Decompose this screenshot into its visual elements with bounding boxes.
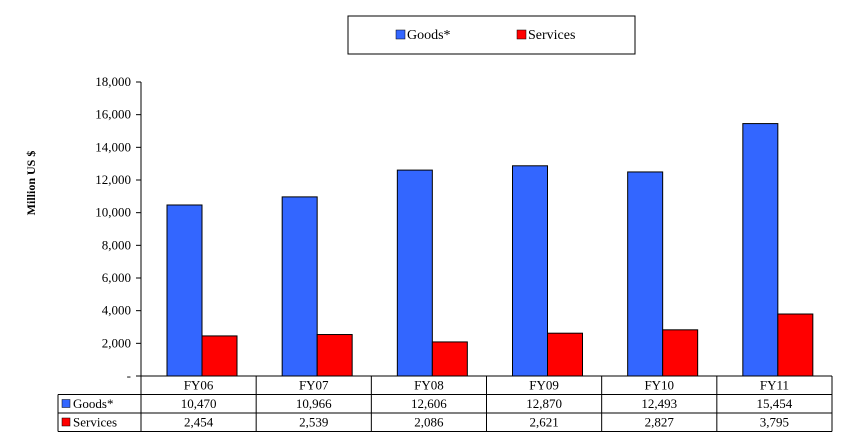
goods-bar (166, 204, 203, 377)
table-value: 12,606 (411, 396, 447, 411)
table-value: 2,827 (645, 415, 675, 430)
goods-bar (396, 169, 433, 377)
y-tick-label: 10,000 (95, 205, 131, 220)
table-series-name: Services (73, 415, 117, 430)
services-bar (431, 341, 468, 377)
data-table: FY06 FY07 FY08 FY09 FY10 FY11 Goods* 10,470 10,9… (57, 375, 833, 432)
services-bar (777, 313, 814, 377)
table-value: 3,795 (760, 415, 789, 430)
table-series-name: Goods* (73, 396, 113, 411)
goods-bar (512, 165, 548, 377)
table-legend-key (61, 417, 71, 427)
table-value: 12,870 (526, 396, 562, 411)
y-tick-label: 8,000 (102, 237, 131, 252)
table-value: 10,470 (181, 396, 217, 411)
y-tick-label: 18,000 (95, 74, 131, 89)
services-bar (316, 334, 353, 377)
y-tick-label: 16,000 (95, 107, 131, 122)
legend-label: Goods* (407, 28, 451, 43)
services-bar (201, 335, 238, 377)
x-tick-label: FY10 (644, 378, 674, 393)
goods-bar (627, 171, 664, 377)
services-bar (662, 329, 699, 377)
legend-label: Services (528, 28, 575, 43)
y-tick-label: 14,000 (95, 139, 131, 154)
x-tick-label: FY07 (299, 378, 329, 393)
table-value: 15,454 (757, 396, 793, 411)
table-value: 12,493 (641, 396, 677, 411)
y-tick-label: 12,000 (95, 172, 131, 187)
table-value: 2,621 (529, 415, 558, 430)
y-tick-label: 4,000 (102, 303, 131, 318)
y-axis-title: Million US $ (24, 151, 38, 216)
x-tick-label: FY06 (184, 378, 214, 393)
legend-box (347, 15, 636, 55)
x-tick-label: FY08 (414, 378, 444, 393)
bars (166, 123, 814, 377)
table-value: 2,454 (184, 415, 214, 430)
services-bar (547, 332, 583, 377)
table-value: 2,539 (299, 415, 328, 430)
y-axis: - 2,000 4,000 6,000 8,000 10,000 12,000 14,000 1… (95, 74, 142, 383)
y-tick-label: - (127, 368, 131, 383)
legend: Goods* Services (347, 15, 636, 55)
table-value: 10,966 (296, 396, 332, 411)
goods-bar (742, 123, 779, 377)
table-value: 2,086 (414, 415, 444, 430)
legend-swatch (395, 29, 406, 40)
x-tick-label: FY11 (760, 378, 789, 393)
table-legend-key (61, 399, 71, 408)
y-tick-label: 6,000 (102, 270, 131, 285)
legend-swatch (516, 29, 527, 40)
goods-bar (281, 196, 318, 377)
y-tick-label: 2,000 (102, 335, 131, 350)
x-tick-label: FY09 (529, 378, 559, 393)
